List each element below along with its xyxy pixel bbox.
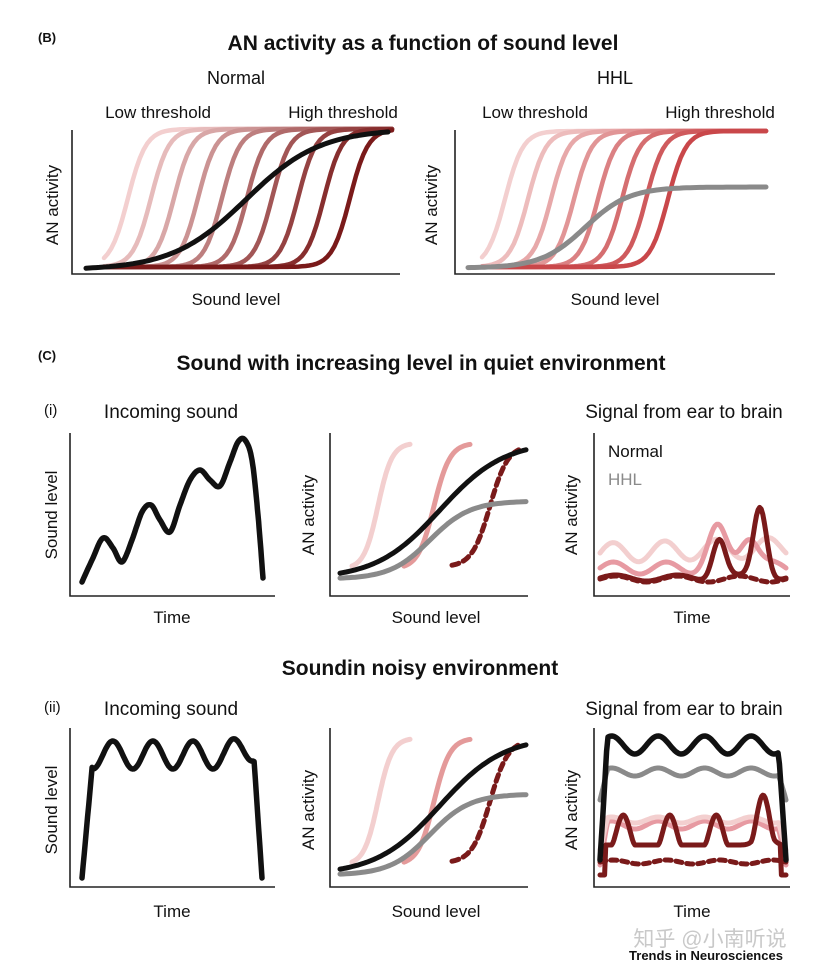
x-axis-label: Time: [673, 902, 710, 921]
y-axis-label: Sound level: [42, 471, 61, 560]
y-axis-label: AN activity: [299, 474, 318, 555]
axes: [593, 433, 790, 597]
row-i-label: (i): [44, 402, 57, 419]
incoming-sound-title: Incoming sound: [104, 402, 238, 423]
row-i-signal-plot: Signal from ear to brain AN activity Tim…: [562, 402, 790, 627]
threshold-curve: [479, 128, 769, 270]
x-axis-label: Sound level: [392, 608, 481, 627]
y-axis-label: AN activity: [299, 769, 318, 850]
row-ii-response-plot: AN activity Sound level: [299, 728, 529, 921]
journal-name: Trends in Neurosciences: [629, 948, 783, 963]
sound-level-trace: [79, 435, 266, 585]
axes: [69, 728, 275, 888]
response-curves: [337, 441, 529, 581]
axes: [329, 433, 528, 597]
sound-level-trace: [79, 736, 265, 881]
row-i-response-plot: AN activity Sound level: [299, 433, 529, 627]
threshold-curves: [465, 128, 769, 271]
noisy-title: Soundin noisy environment: [282, 657, 559, 680]
mid-threshold-fiber-curve: [401, 441, 473, 569]
normal-population-curve: [83, 129, 391, 271]
panel-b-hhl-plot: HHL Low threshold High threshold AN acti…: [422, 68, 775, 309]
panel-b-label: (B): [38, 30, 56, 45]
x-axis-label: Sound level: [192, 290, 281, 309]
y-axis-label: AN activity: [43, 164, 62, 245]
mid-threshold-signal: [597, 521, 789, 577]
x-axis-label: Time: [153, 902, 190, 921]
mid-threshold-fiber-curve: [401, 736, 473, 865]
hhl-population-curve: [337, 792, 529, 877]
y-axis-label: AN activity: [562, 769, 581, 850]
signal-title: Signal from ear to brain: [585, 402, 783, 423]
low-threshold-fiber-curve: [349, 441, 413, 569]
normal-signal: [597, 733, 789, 863]
axes: [593, 728, 790, 888]
signal-traces: [597, 504, 789, 585]
x-axis-label: Time: [153, 608, 190, 627]
hhl-high-threshold-signal: [597, 573, 789, 585]
signal-title: Signal from ear to brain: [585, 699, 783, 720]
low-threshold-label: Low threshold: [482, 103, 588, 122]
x-axis-label: Sound level: [392, 902, 481, 921]
panel-c-label: (C): [38, 348, 56, 363]
axes: [71, 130, 400, 275]
low-threshold-fiber-curve: [349, 736, 413, 865]
axes: [69, 433, 275, 597]
legend-normal: Normal: [608, 442, 663, 461]
threshold-curves: [83, 126, 395, 271]
response-curves: [337, 736, 529, 877]
normal-population-curve: [337, 742, 529, 872]
panel-b-title: AN activity as a function of sound level: [228, 32, 619, 55]
x-axis-label: Time: [673, 608, 710, 627]
high-threshold-signal: [597, 792, 789, 878]
sound-waveform: [79, 435, 266, 585]
y-axis-label: AN activity: [422, 164, 441, 245]
incoming-sound-title: Incoming sound: [104, 699, 238, 720]
normal-heading: Normal: [207, 68, 265, 88]
hhl-population-curve: [337, 499, 529, 581]
hhl-high-threshold-signal: [597, 857, 789, 867]
hhl-heading: HHL: [597, 68, 633, 88]
legend-hhl: HHL: [608, 470, 642, 489]
hhl-population-curve: [465, 184, 769, 271]
sound-waveform: [79, 736, 265, 881]
panel-b-normal-plot: Normal Low threshold High threshold AN a…: [43, 68, 400, 309]
row-i-incoming-sound-plot: Incoming sound Sound level Time: [42, 402, 275, 627]
high-threshold-label: High threshold: [288, 103, 398, 122]
high-threshold-label: High threshold: [665, 103, 775, 122]
hhl-signal: [597, 765, 789, 803]
axes: [454, 130, 775, 275]
y-axis-label: Sound level: [42, 766, 61, 855]
axes: [329, 728, 528, 888]
watermark: 知乎 @小南听说: [633, 928, 786, 951]
row-ii-incoming-sound-plot: Incoming sound Sound level Time: [42, 699, 275, 921]
signal-traces: [597, 733, 789, 878]
row-ii-signal-plot: Signal from ear to brain AN activity Tim…: [562, 699, 790, 921]
normal-population-curve: [337, 447, 529, 576]
row-ii-label: (ii): [44, 699, 61, 716]
low-threshold-label: Low threshold: [105, 103, 211, 122]
y-axis-label: AN activity: [562, 474, 581, 555]
threshold-curve: [101, 128, 395, 270]
panel-c-title: Sound with increasing level in quiet env…: [177, 352, 666, 375]
x-axis-label: Sound level: [571, 290, 660, 309]
